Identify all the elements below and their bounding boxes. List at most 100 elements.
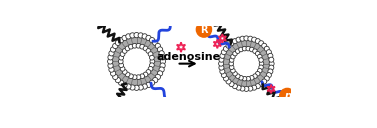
Circle shape <box>159 67 164 72</box>
Circle shape <box>149 80 155 85</box>
Circle shape <box>236 49 240 54</box>
Circle shape <box>259 61 264 66</box>
Circle shape <box>233 51 237 56</box>
Circle shape <box>239 47 243 52</box>
Circle shape <box>266 50 271 55</box>
Circle shape <box>257 68 262 73</box>
Circle shape <box>231 54 235 59</box>
Circle shape <box>113 43 118 49</box>
Circle shape <box>104 105 117 119</box>
Circle shape <box>109 51 114 56</box>
Circle shape <box>140 44 144 49</box>
Circle shape <box>229 41 234 46</box>
Circle shape <box>115 77 121 83</box>
Circle shape <box>140 74 144 79</box>
Circle shape <box>232 84 238 89</box>
Circle shape <box>110 71 116 76</box>
Circle shape <box>269 57 274 62</box>
Circle shape <box>119 55 124 60</box>
Circle shape <box>173 7 188 22</box>
Circle shape <box>115 40 121 45</box>
Circle shape <box>269 61 274 66</box>
Text: F: F <box>107 107 113 117</box>
Circle shape <box>229 65 234 70</box>
Circle shape <box>229 58 234 62</box>
Circle shape <box>244 86 249 91</box>
Text: R: R <box>200 25 208 35</box>
Circle shape <box>224 46 228 51</box>
Circle shape <box>269 65 274 70</box>
Circle shape <box>146 35 151 41</box>
Circle shape <box>280 88 295 104</box>
Circle shape <box>158 47 162 52</box>
Circle shape <box>233 71 237 76</box>
Circle shape <box>219 57 224 62</box>
Circle shape <box>122 35 127 41</box>
Circle shape <box>108 63 113 68</box>
Circle shape <box>118 80 124 85</box>
Circle shape <box>150 59 155 64</box>
Circle shape <box>221 73 226 78</box>
Circle shape <box>153 77 158 83</box>
Text: F: F <box>287 110 294 120</box>
Circle shape <box>123 70 127 74</box>
Circle shape <box>229 61 233 66</box>
Circle shape <box>253 74 257 78</box>
Circle shape <box>126 84 131 89</box>
Circle shape <box>143 46 148 51</box>
Text: adenosine: adenosine <box>156 52 220 62</box>
Circle shape <box>118 38 124 43</box>
Circle shape <box>142 84 147 89</box>
Circle shape <box>250 47 254 52</box>
Circle shape <box>220 69 225 74</box>
Circle shape <box>255 84 261 89</box>
Circle shape <box>253 49 257 54</box>
Circle shape <box>232 39 238 44</box>
Circle shape <box>146 49 151 53</box>
Circle shape <box>239 76 243 80</box>
Circle shape <box>268 69 273 74</box>
Circle shape <box>240 36 245 41</box>
Circle shape <box>142 34 147 39</box>
Circle shape <box>136 43 141 48</box>
Circle shape <box>219 65 224 70</box>
Circle shape <box>148 52 153 56</box>
Circle shape <box>259 58 264 62</box>
Circle shape <box>129 44 133 49</box>
Circle shape <box>246 76 250 81</box>
Circle shape <box>160 59 166 64</box>
Circle shape <box>134 33 139 38</box>
Circle shape <box>240 86 245 91</box>
Polygon shape <box>222 40 270 88</box>
Circle shape <box>262 43 267 48</box>
Polygon shape <box>112 36 162 87</box>
Circle shape <box>248 36 253 41</box>
Circle shape <box>149 38 155 43</box>
Circle shape <box>150 55 154 60</box>
Circle shape <box>255 39 261 44</box>
Circle shape <box>158 71 162 76</box>
Circle shape <box>125 72 130 77</box>
Circle shape <box>120 52 125 56</box>
Circle shape <box>107 59 113 64</box>
Circle shape <box>224 76 228 81</box>
Circle shape <box>136 75 141 79</box>
Circle shape <box>119 63 124 68</box>
Circle shape <box>284 109 297 122</box>
Circle shape <box>242 76 247 81</box>
Circle shape <box>266 73 271 78</box>
Circle shape <box>155 43 161 49</box>
Circle shape <box>138 33 143 38</box>
Circle shape <box>244 36 249 41</box>
Circle shape <box>108 55 113 60</box>
Circle shape <box>130 85 135 90</box>
Circle shape <box>231 68 235 73</box>
Circle shape <box>153 40 158 45</box>
Circle shape <box>221 50 226 55</box>
Circle shape <box>251 37 257 42</box>
Circle shape <box>148 66 153 71</box>
Circle shape <box>213 4 226 18</box>
Circle shape <box>113 74 118 80</box>
Text: p: p <box>178 104 185 114</box>
Circle shape <box>159 51 164 56</box>
